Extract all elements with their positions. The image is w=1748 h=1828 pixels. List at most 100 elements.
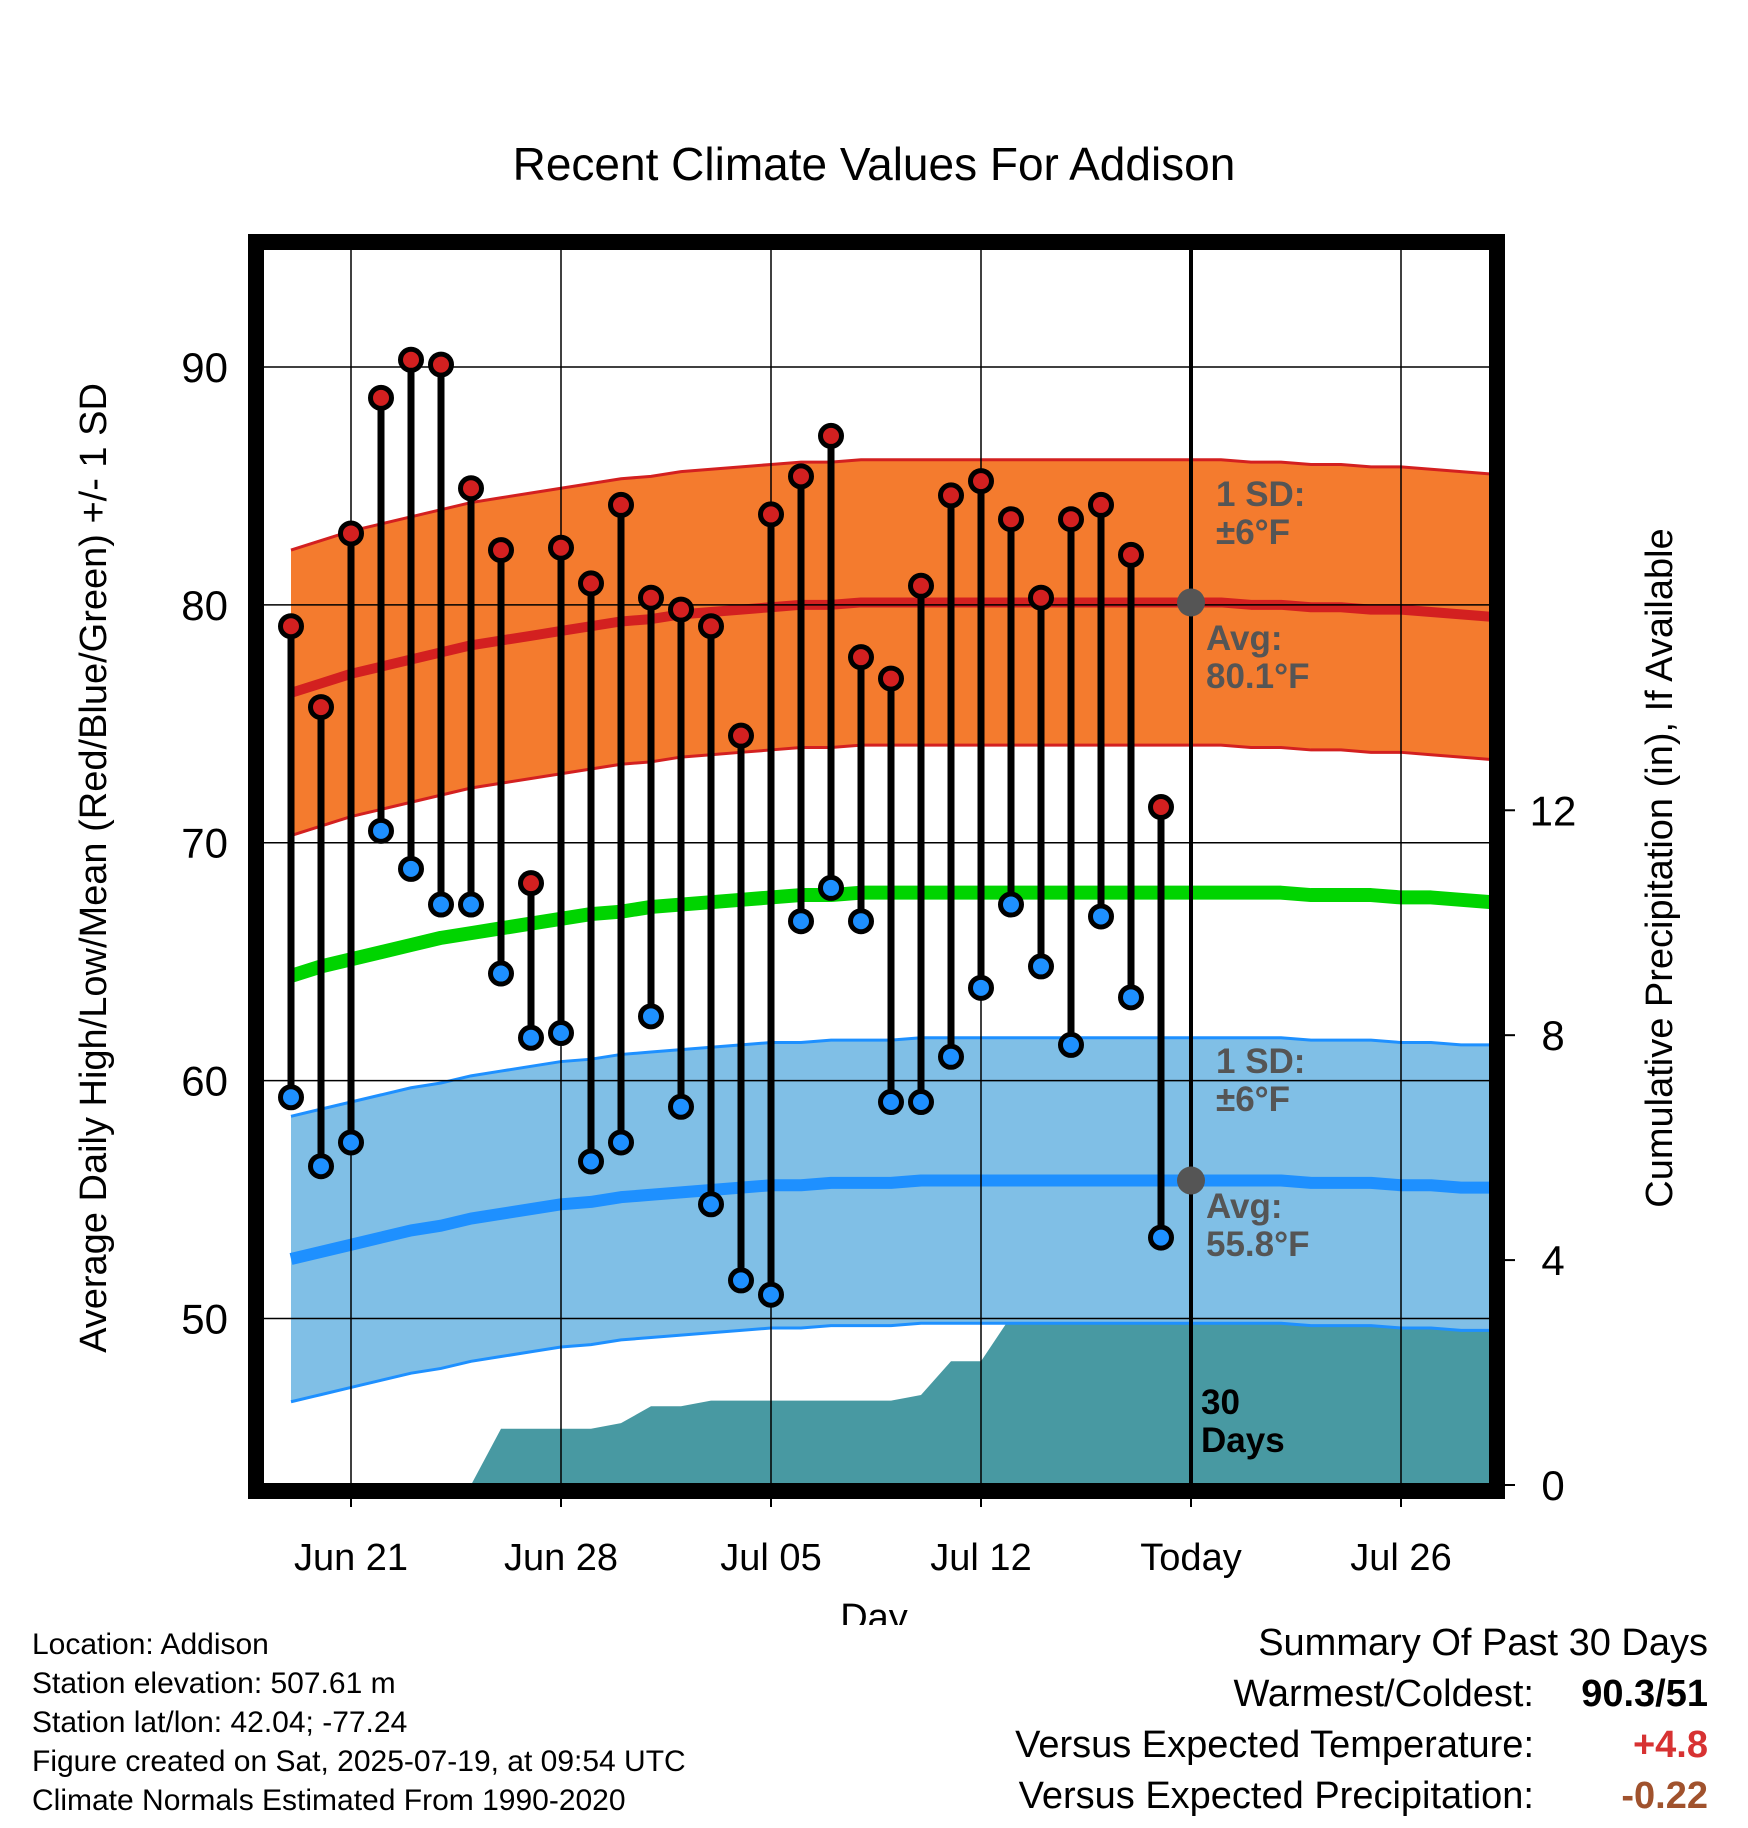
plot-frame (248, 234, 1505, 1499)
high-point (308, 694, 334, 721)
high-point (338, 520, 364, 547)
y2-tick-label: 4 (1541, 1237, 1564, 1284)
summary-precip-row: Versus Expected Precipitation: -0.22 (1015, 1771, 1708, 1822)
high-point (758, 501, 784, 528)
warm-value: 90.3/51 (1581, 1673, 1708, 1715)
high-point (1148, 794, 1174, 821)
y-tick-label: 50 (181, 1295, 228, 1342)
high-point (788, 463, 814, 490)
chart-title: Recent Climate Values For Addison (513, 138, 1236, 190)
location-text: Location: Addison (32, 1628, 269, 1661)
high-point (968, 468, 994, 495)
high-point (878, 665, 904, 692)
x-tick-label: Jun 28 (504, 1537, 618, 1579)
high-point (458, 475, 484, 502)
x-tick-label: Jul 12 (930, 1537, 1031, 1579)
low-point (788, 908, 814, 935)
x-tick-label: Today (1140, 1537, 1241, 1579)
high-point (1028, 584, 1054, 611)
high-avg-line (289, 597, 1491, 698)
high-point (398, 346, 424, 373)
low-point (398, 855, 424, 882)
window-annotation: 30 Days (1201, 1383, 1285, 1460)
low-point (758, 1281, 784, 1308)
low-point (728, 1267, 754, 1294)
high-avg-annotation: Avg: 80.1°F (1206, 619, 1310, 696)
summary-temp-row: Versus Expected Temperature: +4.8 (1015, 1720, 1708, 1771)
created-text: Figure created on Sat, 2025-07-19, at 09… (32, 1745, 686, 1778)
high-point (818, 422, 844, 449)
high-point (1118, 541, 1144, 568)
low-sd-annotation: 1 SD: ±6°F (1216, 1042, 1305, 1119)
precip-label: Versus Expected Precipitation: (1018, 1775, 1534, 1817)
low-point (848, 908, 874, 935)
low-point (998, 891, 1024, 918)
high-point (578, 570, 604, 597)
high-point (608, 491, 634, 518)
high-point (518, 870, 544, 897)
high-point (728, 722, 754, 749)
y-tick-label: 80 (181, 582, 228, 629)
precip-value: -0.22 (1621, 1775, 1708, 1817)
normals-text: Climate Normals Estimated From 1990-2020 (32, 1784, 626, 1817)
low-point (578, 1148, 604, 1175)
high-point (698, 613, 724, 640)
station-metadata: Location: Addison Station elevation: 507… (32, 1625, 686, 1820)
high-sd-annotation: 1 SD: ±6°F (1216, 475, 1305, 552)
low-point (1058, 1031, 1084, 1058)
temp-label: Versus Expected Temperature: (1015, 1724, 1534, 1766)
x-tick-label: Jul 26 (1350, 1537, 1451, 1579)
low-point (518, 1024, 544, 1051)
summary-title: Summary Of Past 30 Days (1258, 1622, 1708, 1664)
y2-tick-label: 0 (1541, 1462, 1564, 1509)
low-point (488, 960, 514, 987)
y-tick-label: 60 (181, 1058, 228, 1105)
y2-tick-label: 12 (1530, 787, 1577, 834)
low-point (818, 874, 844, 901)
low-sd-band-lower-edge (290, 1321, 1491, 1404)
y-tick-label: 90 (181, 344, 228, 391)
high-point (848, 644, 874, 671)
low-point (428, 891, 454, 918)
today-high-avg-marker (1177, 588, 1205, 617)
plot-layers: 1 SD: ±6°F Avg: 80.1°F 1 SD: ±6°F Avg: 55.8°F 30… (181, 234, 1577, 1579)
low-point (1028, 953, 1054, 980)
low-avg-line (289, 1174, 1491, 1265)
low-point (668, 1093, 694, 1120)
x-tick-label: Jun 21 (294, 1537, 408, 1579)
climate-chart: Recent Climate Values For Addison 1 SD: ±… (73, 138, 1681, 1625)
x-tick-label: Jul 05 (720, 1537, 821, 1579)
low-point (968, 974, 994, 1001)
latlon-text: Station lat/lon: 42.04; -77.24 (32, 1706, 408, 1739)
high-point (668, 596, 694, 623)
low-point (548, 1020, 574, 1047)
low-point (338, 1129, 364, 1156)
high-point (428, 351, 454, 378)
today-low-avg-marker (1177, 1166, 1205, 1195)
y-axis-label: Average Daily High/Low/Mean (Red/Blue/Gr… (73, 383, 115, 1353)
low-avg-annotation: Avg: 55.8°F (1206, 1187, 1310, 1264)
high-point (938, 482, 964, 509)
low-point (638, 1003, 664, 1030)
high-point (278, 613, 304, 640)
high-sd-band-upper-edge (290, 458, 1491, 552)
low-point (368, 817, 394, 844)
low-point (938, 1043, 964, 1070)
low-point (698, 1191, 724, 1218)
elevation-text: Station elevation: 507.61 m (32, 1667, 396, 1700)
high-point (488, 537, 514, 564)
low-point (878, 1089, 904, 1116)
low-point (908, 1089, 934, 1116)
y2-axis-label: Cumulative Precipitation (in), If Availa… (1639, 528, 1681, 1207)
low-point (1118, 984, 1144, 1011)
low-point (1148, 1224, 1174, 1251)
high-point (908, 572, 934, 599)
low-point (608, 1129, 634, 1156)
temp-value: +4.8 (1632, 1724, 1708, 1766)
summary-warm-row: Warmest/Coldest: 90.3/51 (1015, 1669, 1708, 1720)
high-point (998, 506, 1024, 533)
high-point (548, 534, 574, 561)
low-point (1088, 903, 1114, 930)
high-point (368, 384, 394, 411)
plot-area (262, 248, 1491, 1485)
